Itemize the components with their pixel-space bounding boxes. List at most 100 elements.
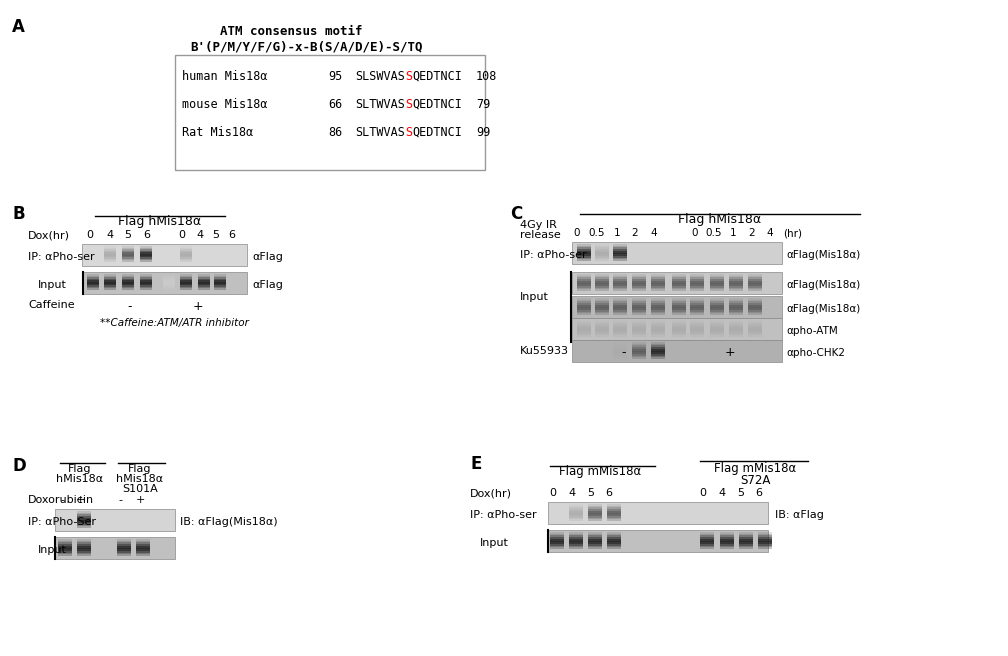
Bar	[651, 329, 665, 330]
Bar	[607, 520, 621, 521]
Bar	[180, 257, 192, 259]
Bar	[700, 544, 714, 546]
Bar	[122, 280, 134, 282]
Bar	[577, 246, 591, 247]
Bar	[569, 506, 583, 507]
Text: Input: Input	[38, 545, 67, 555]
Bar	[140, 257, 152, 259]
Bar	[672, 332, 686, 334]
Text: release: release	[520, 230, 560, 240]
Bar	[577, 332, 591, 334]
Bar	[729, 289, 743, 291]
Bar	[588, 543, 602, 544]
Bar	[710, 287, 724, 289]
Bar	[710, 329, 724, 330]
Bar	[651, 279, 665, 281]
Bar	[136, 548, 150, 549]
Bar	[672, 300, 686, 301]
Bar	[690, 314, 704, 315]
Text: Flag hMis18α: Flag hMis18α	[118, 215, 202, 228]
Bar	[729, 305, 743, 306]
Bar	[569, 520, 583, 521]
Text: 2: 2	[632, 228, 638, 238]
Text: Flag mMis18α: Flag mMis18α	[558, 465, 641, 478]
Bar	[577, 301, 591, 303]
Bar	[613, 332, 627, 334]
Bar	[180, 251, 192, 253]
Bar	[748, 323, 762, 325]
Bar	[577, 334, 591, 335]
Bar	[588, 535, 602, 537]
Bar	[550, 541, 564, 543]
Text: Dox(hr): Dox(hr)	[470, 488, 512, 498]
Text: S: S	[405, 98, 412, 111]
Bar	[613, 323, 627, 325]
Bar	[748, 303, 762, 305]
Bar	[710, 289, 724, 291]
Bar	[577, 289, 591, 291]
Bar	[140, 279, 152, 280]
Text: IP: αPho-Ser: IP: αPho-Ser	[28, 517, 96, 527]
Bar	[117, 552, 131, 554]
Bar	[613, 253, 627, 254]
Bar	[632, 274, 646, 276]
Bar	[175, 55, 485, 170]
Bar	[710, 303, 724, 305]
Bar	[632, 334, 646, 335]
Bar	[758, 547, 772, 549]
Bar	[632, 312, 646, 314]
Bar	[122, 277, 134, 279]
Bar	[58, 554, 72, 556]
Bar	[588, 511, 602, 512]
Bar	[595, 253, 609, 254]
Text: S72A: S72A	[740, 474, 770, 487]
Bar	[198, 282, 210, 283]
Bar	[748, 298, 762, 300]
Bar	[607, 504, 621, 506]
Text: S: S	[405, 126, 412, 139]
Bar	[569, 512, 583, 514]
Bar	[613, 249, 627, 251]
Bar	[632, 323, 646, 325]
Bar	[122, 276, 134, 277]
Text: hMis18α: hMis18α	[117, 474, 163, 484]
Bar	[77, 539, 91, 541]
Bar	[77, 548, 91, 549]
Bar	[140, 282, 152, 283]
Text: A: A	[12, 18, 25, 36]
Bar	[104, 289, 116, 290]
Text: 66: 66	[328, 98, 343, 111]
Bar	[595, 306, 609, 308]
Bar	[198, 277, 210, 279]
Bar	[550, 535, 564, 537]
Bar	[136, 552, 150, 554]
Bar	[672, 306, 686, 308]
Bar	[632, 287, 646, 289]
Bar	[690, 325, 704, 327]
Bar	[588, 532, 602, 534]
Text: +: +	[193, 300, 204, 313]
Text: SLSWVAS: SLSWVAS	[355, 70, 405, 83]
Bar	[577, 244, 591, 246]
Bar	[214, 276, 226, 277]
Bar	[632, 306, 646, 308]
Bar	[613, 298, 627, 300]
Bar	[122, 247, 134, 249]
Bar	[607, 534, 621, 535]
Bar	[595, 286, 609, 287]
Bar	[651, 346, 665, 347]
Bar	[569, 541, 583, 543]
Bar	[577, 281, 591, 283]
Bar	[140, 287, 152, 289]
Text: αFlag(Mis18α): αFlag(Mis18α)	[786, 304, 860, 314]
Bar	[613, 289, 627, 291]
Bar	[613, 276, 627, 277]
Text: Flag: Flag	[69, 464, 92, 474]
Bar	[613, 286, 627, 287]
Bar	[140, 285, 152, 287]
Bar	[58, 543, 72, 544]
Bar	[87, 276, 99, 277]
Text: ATM consensus motif: ATM consensus motif	[220, 25, 363, 38]
Text: SLTWVAS: SLTWVAS	[355, 98, 405, 111]
Bar	[577, 256, 591, 258]
